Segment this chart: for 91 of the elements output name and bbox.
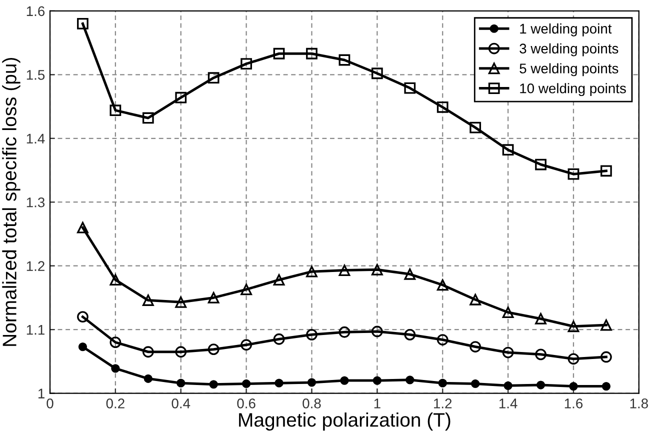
y-tick-label: 1 xyxy=(38,388,44,398)
legend-label: 3 welding points xyxy=(520,43,618,56)
point xyxy=(240,339,252,351)
legend-label: 1 welding point xyxy=(520,23,612,36)
x-tick-label: 0.6 xyxy=(237,398,256,408)
point xyxy=(600,351,612,363)
point xyxy=(404,82,416,94)
point xyxy=(600,165,612,177)
point xyxy=(242,379,251,388)
point xyxy=(568,320,580,332)
point xyxy=(306,266,318,278)
y-tick-label: 1.2 xyxy=(26,261,44,271)
point xyxy=(535,348,546,360)
point xyxy=(273,333,285,345)
point xyxy=(175,296,187,308)
point xyxy=(77,222,88,234)
point xyxy=(338,264,350,276)
point xyxy=(371,68,383,80)
point xyxy=(175,346,187,358)
point xyxy=(371,264,383,276)
point xyxy=(504,381,512,390)
point xyxy=(209,380,218,389)
point xyxy=(404,268,416,280)
point xyxy=(110,104,122,116)
point xyxy=(338,326,350,338)
point xyxy=(502,306,514,318)
point xyxy=(471,379,480,388)
point xyxy=(371,326,383,338)
point xyxy=(208,72,220,84)
point xyxy=(142,346,154,358)
point xyxy=(568,168,580,180)
point xyxy=(406,376,414,384)
point xyxy=(569,382,578,391)
point xyxy=(436,279,448,291)
point xyxy=(111,364,120,373)
x-tick-label: 1.8 xyxy=(630,398,648,408)
x-tick-label: 0.8 xyxy=(302,398,321,408)
point xyxy=(306,48,318,60)
point xyxy=(338,54,350,66)
y-tick-label: 1.6 xyxy=(26,6,45,16)
point xyxy=(240,58,252,70)
y-tick-label: 1.1 xyxy=(26,325,44,335)
point xyxy=(535,158,546,170)
y-tick-label: 1.5 xyxy=(26,70,45,80)
point xyxy=(600,319,612,331)
point xyxy=(144,374,152,383)
point xyxy=(470,122,482,134)
y-tick-label: 1.4 xyxy=(26,134,45,144)
point xyxy=(470,341,482,352)
point xyxy=(436,334,448,346)
point xyxy=(110,274,122,286)
x-tick-label: 1.6 xyxy=(564,398,583,408)
point xyxy=(208,344,220,356)
x-tick-label: 0.4 xyxy=(172,398,190,408)
point xyxy=(273,274,285,286)
point xyxy=(436,101,448,113)
point xyxy=(602,382,611,391)
point xyxy=(536,380,546,390)
point xyxy=(568,353,580,365)
point xyxy=(175,92,187,104)
point xyxy=(502,346,514,358)
point xyxy=(372,376,382,385)
point xyxy=(438,378,447,388)
x-tick-label: 1.4 xyxy=(499,398,518,408)
legend-label: 10 welding points xyxy=(520,83,626,96)
point xyxy=(340,376,349,385)
point xyxy=(404,328,416,340)
point xyxy=(77,18,88,30)
point xyxy=(306,328,318,340)
x-tick-label: 0 xyxy=(46,398,54,408)
x-tick-label: 1.2 xyxy=(434,398,452,408)
point xyxy=(240,284,252,296)
y-tick-label: 1.3 xyxy=(26,197,45,208)
point xyxy=(535,313,546,324)
point xyxy=(78,342,88,352)
x-tick-label: 0.2 xyxy=(106,398,124,408)
point xyxy=(77,311,88,323)
y-axis-title: Normalized total specific loss (pu) xyxy=(2,58,20,346)
point xyxy=(142,112,154,124)
point xyxy=(274,378,284,388)
point xyxy=(110,336,122,348)
point xyxy=(142,294,154,306)
point xyxy=(208,292,220,304)
point xyxy=(176,378,186,388)
x-tick-label: 1 xyxy=(374,398,380,408)
point xyxy=(307,378,316,387)
point xyxy=(502,144,514,156)
point xyxy=(273,48,285,60)
legend-label: 5 welding points xyxy=(520,63,618,76)
x-axis-title: Magnetic polarization (T) xyxy=(239,412,450,431)
point xyxy=(470,294,482,306)
